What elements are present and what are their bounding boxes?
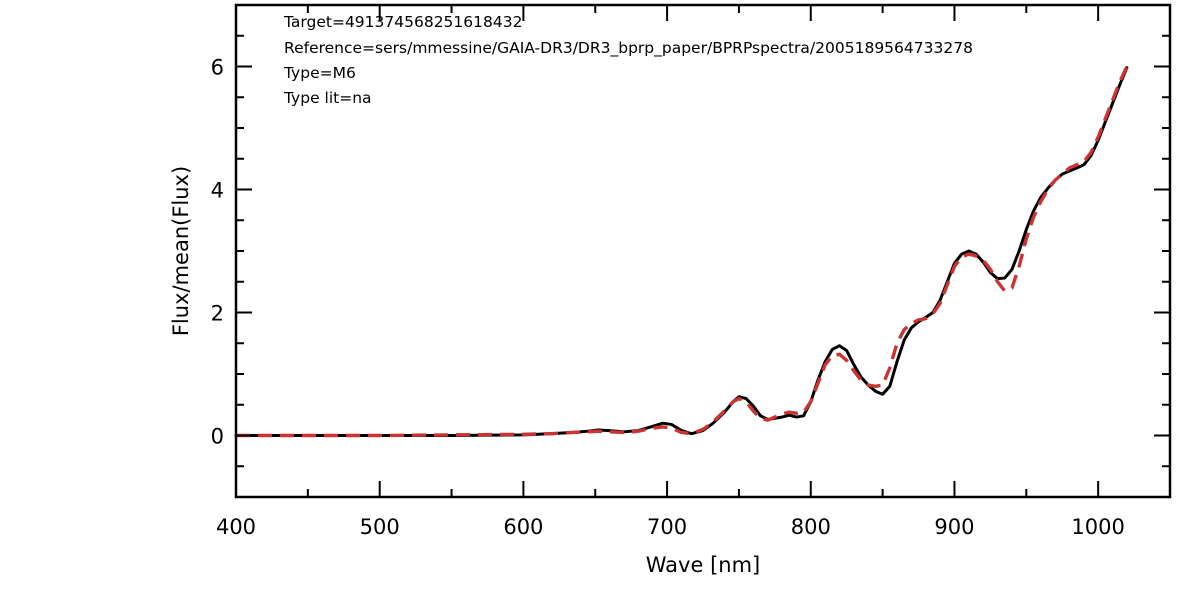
ticks-layer [235,4,1171,498]
plot-frame [234,3,1172,499]
annotation-layer: Target=491374568251618432 Reference=sers… [283,13,973,107]
x-tick-label: 600 [503,515,543,539]
y-tick-label: 4 [211,179,224,203]
x-tick-label: 800 [791,515,831,539]
annotation-reference: Reference=sers/mmessine/GAIA-DR3/DR3_bpr… [284,39,973,58]
series-layer [234,65,1129,438]
y-tick-label: 2 [211,302,224,326]
x-axis-title: Wave [nm] [646,553,760,577]
y-tick-label: 6 [211,56,224,80]
series-line-0 [234,66,1129,437]
x-tick-label: 400 [216,515,256,539]
x-tick-label: 700 [647,515,687,539]
y-axis-title: Flux/mean(Flux) [169,166,193,336]
x-tick-label: 500 [360,515,400,539]
x-tick-label: 900 [934,515,974,539]
labels-layer: 400 500 600 700 800 900 1000 0 2 4 6 [211,56,1125,540]
annotation-type: Type=M6 [283,64,356,82]
y-tick-label: 0 [211,425,224,449]
annotation-type-lit: Type lit=na [283,89,372,107]
x-tick-label: 1000 [1071,515,1124,539]
series-line-1 [236,65,1129,438]
annotation-target: Target=491374568251618432 [283,13,522,31]
